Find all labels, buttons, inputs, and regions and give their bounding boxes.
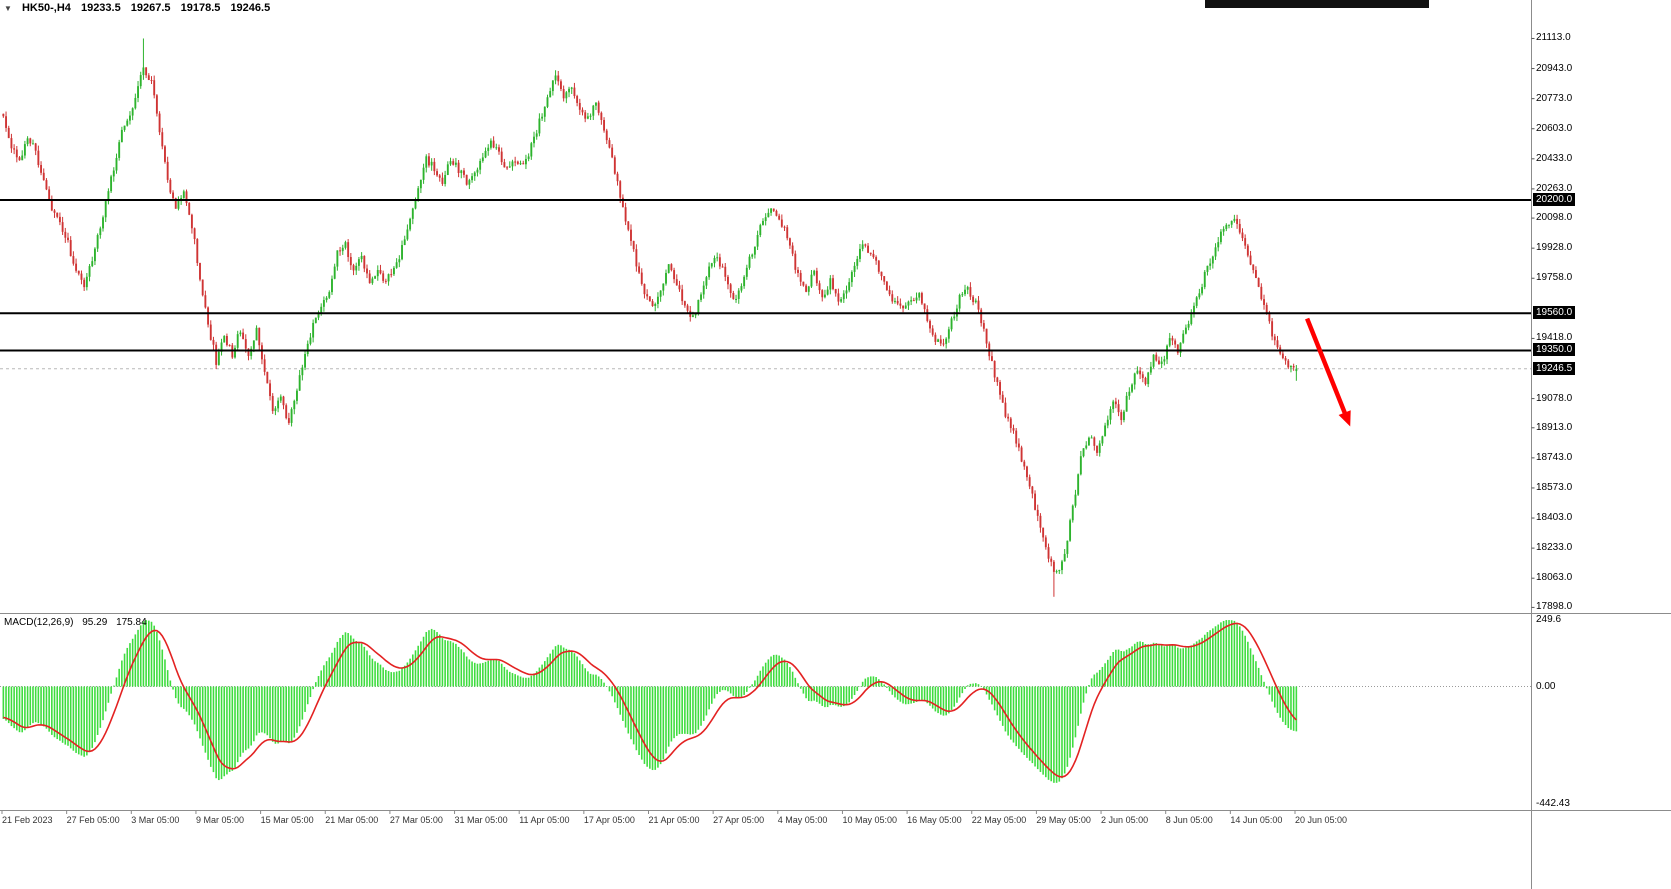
macd-indicator-label: MACD(12,26,9) 95.29 175.84 xyxy=(4,617,153,628)
candlesticks-layer xyxy=(2,38,1298,597)
trend-arrow[interactable] xyxy=(1305,317,1349,420)
ohlc-high: 19267.5 xyxy=(130,2,171,14)
trend-arrow-head[interactable] xyxy=(1338,410,1351,427)
ohlc-open: 19233.5 xyxy=(80,2,121,14)
macd-name: MACD(12,26,9) xyxy=(4,617,74,628)
symbol-timeframe: HK50-,H4 xyxy=(21,2,71,14)
ohlc-low: 19178.5 xyxy=(180,2,221,14)
macd-signal-value: 175.84 xyxy=(116,617,147,628)
ohlc-close: 19246.5 xyxy=(230,2,271,14)
macd-signal-line xyxy=(3,622,1297,778)
macd-histogram xyxy=(2,620,1298,783)
top-right-dark-strip xyxy=(1205,0,1429,8)
chart-symbol-icon: ▼ xyxy=(4,4,12,13)
macd-main-value: 95.29 xyxy=(82,617,108,628)
chart-header-ohlc: ▼ HK50-,H4 19233.5 19267.5 19178.5 19246… xyxy=(4,2,277,14)
